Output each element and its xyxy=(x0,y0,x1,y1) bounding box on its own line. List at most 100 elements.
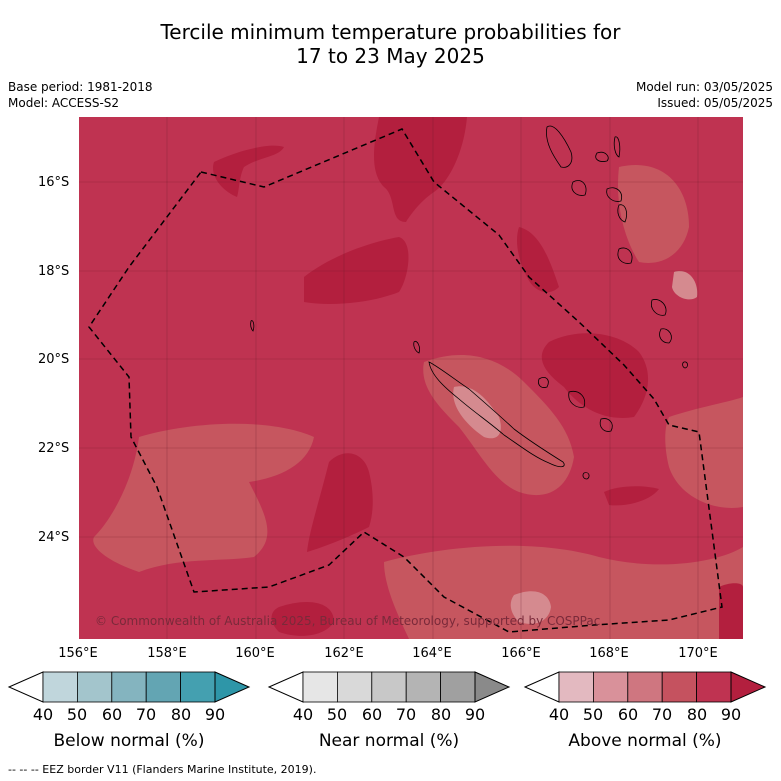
lon-label-170e: 170°E xyxy=(678,646,718,661)
near-tick-50: 50 xyxy=(326,705,348,724)
above-tick-50: 50 xyxy=(582,705,604,724)
below-tick-90: 90 xyxy=(204,705,226,724)
lon-label-156e: 156°E xyxy=(58,646,98,661)
lon-label-164e: 164°E xyxy=(412,646,452,661)
dark-region-bottom-right xyxy=(719,583,743,639)
colorbar-above-normal xyxy=(523,671,767,703)
near-normal-title: Near normal (%) xyxy=(318,731,460,751)
colorbar-low-extend xyxy=(7,671,44,703)
lat-label-20s: 20°S xyxy=(38,352,70,367)
isle-of-pines xyxy=(582,472,590,480)
vanuatu-island-2 xyxy=(571,180,587,196)
near-tick-90: 90 xyxy=(464,705,486,724)
lightest-region-new-caledonia xyxy=(453,386,501,439)
coastlines xyxy=(250,125,688,480)
colorbar-segment xyxy=(627,671,663,703)
below-tick-50: 50 xyxy=(66,705,88,724)
below-tick-60: 60 xyxy=(101,705,123,724)
light-region-south xyxy=(384,545,743,639)
near-tick-40: 40 xyxy=(292,705,314,724)
light-region-southeast xyxy=(665,397,743,508)
eez-footnote: -- -- -- EEZ border V11 (Flanders Marine… xyxy=(8,763,317,776)
colorbars xyxy=(7,671,767,703)
vanuatu-island-7 xyxy=(617,247,633,264)
base-period-label: Base period: 1981-2018 xyxy=(8,80,153,94)
colorbar-low-extend xyxy=(523,671,560,703)
colorbar-segment xyxy=(593,671,629,703)
new-caledonia-outline xyxy=(428,361,565,468)
belep-islands xyxy=(413,340,420,354)
above-tick-70: 70 xyxy=(651,705,673,724)
colorbar-high-extend xyxy=(474,671,511,703)
colorbar-high-extend xyxy=(730,671,767,703)
vanuatu-island-1 xyxy=(546,125,573,168)
colorbar-segment xyxy=(405,671,441,703)
colorbar-segment xyxy=(145,671,181,703)
lat-label-16s: 16°S xyxy=(38,175,70,190)
lon-label-158e: 158°E xyxy=(147,646,187,661)
colorbar-segment xyxy=(180,671,216,703)
colorbar-segment xyxy=(42,671,78,703)
dark-region-north-center xyxy=(374,117,467,222)
colorbar-low-extend xyxy=(267,671,304,703)
light-region-southwest xyxy=(93,423,314,572)
loyalty-island-3 xyxy=(599,418,613,432)
vanuatu-island-4 xyxy=(606,187,622,202)
eez-border xyxy=(88,128,723,633)
colorbar-high-extend xyxy=(214,671,251,703)
lon-label-166e: 166°E xyxy=(501,646,541,661)
lon-label-162e: 162°E xyxy=(324,646,364,661)
dark-region-southwest xyxy=(271,602,334,636)
near-tick-80: 80 xyxy=(430,705,452,724)
vanuatu-island-5 xyxy=(613,136,621,158)
dark-region-northwest xyxy=(213,145,284,197)
model-run-label: Model run: 03/05/2025 xyxy=(635,80,773,94)
dark-region-central xyxy=(304,237,409,304)
colorbar-segment xyxy=(440,671,476,703)
light-region-east xyxy=(618,165,689,263)
lon-label-160e: 160°E xyxy=(235,646,275,661)
lat-label-22s: 22°S xyxy=(38,441,70,456)
lightest-region-south xyxy=(510,591,551,624)
above-tick-90: 90 xyxy=(720,705,742,724)
lightest-region-east xyxy=(672,271,698,300)
below-tick-80: 80 xyxy=(170,705,192,724)
probability-map xyxy=(79,117,743,639)
vanuatu-island-9 xyxy=(659,328,672,344)
colorbar-segment xyxy=(337,671,373,703)
colorbar-segment xyxy=(111,671,147,703)
issued-label: Issued: 05/05/2025 xyxy=(657,96,773,110)
colorbar-segment xyxy=(302,671,338,703)
above-tick-80: 80 xyxy=(686,705,708,724)
below-tick-40: 40 xyxy=(32,705,54,724)
above-normal-title: Above normal (%) xyxy=(568,731,722,751)
copyright-text: © Commonwealth of Australia 2025, Bureau… xyxy=(95,614,601,628)
colorbar-segment xyxy=(558,671,594,703)
chesterfield-islet-1 xyxy=(250,320,255,332)
colorbar-segment xyxy=(77,671,113,703)
map-title-line2: 17 to 23 May 2025 xyxy=(296,44,485,68)
vanuatu-island-8 xyxy=(650,299,667,316)
colorbar-near-normal xyxy=(267,671,511,703)
map-title-line1: Tercile minimum temperature probabilitie… xyxy=(160,20,621,44)
dark-region-south-center xyxy=(307,453,373,552)
loyalty-island-2 xyxy=(568,390,586,408)
loyalty-island-1 xyxy=(538,377,549,388)
colorbar-segment xyxy=(661,671,697,703)
above-tick-40: 40 xyxy=(548,705,570,724)
dark-region-southeast-small xyxy=(604,486,659,506)
model-label: Model: ACCESS-S2 xyxy=(8,96,120,110)
colorbar-segment xyxy=(371,671,407,703)
above-tick-60: 60 xyxy=(617,705,639,724)
colorbar-segment xyxy=(696,671,732,703)
below-normal-title: Below normal (%) xyxy=(53,731,205,751)
colorbar-below-normal xyxy=(7,671,251,703)
near-tick-60: 60 xyxy=(361,705,383,724)
dark-region-east xyxy=(541,333,649,418)
lat-label-18s: 18°S xyxy=(38,264,70,279)
vanuatu-island-3 xyxy=(595,151,609,162)
below-tick-70: 70 xyxy=(135,705,157,724)
lon-label-168e: 168°E xyxy=(589,646,629,661)
matthew-island xyxy=(682,361,688,369)
near-tick-70: 70 xyxy=(395,705,417,724)
